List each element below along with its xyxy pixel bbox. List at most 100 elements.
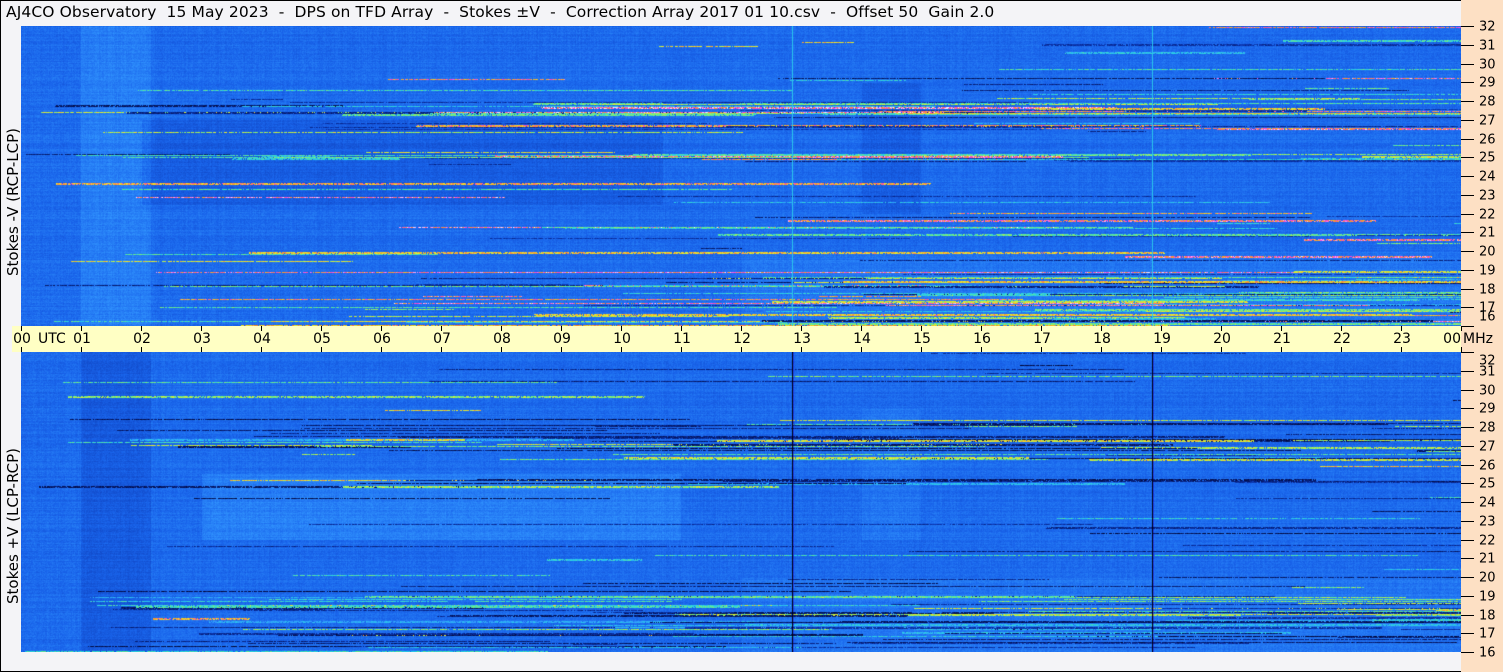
time-tick (441, 326, 442, 331)
time-tick (1341, 326, 1342, 331)
frequency-tick (1461, 214, 1474, 215)
frequency-tick-label: 22 (1479, 533, 1496, 548)
time-tick-label: 02 (133, 331, 151, 347)
frequency-tick-label: 27 (1479, 439, 1496, 455)
frequency-tick-label: 26 (1479, 458, 1496, 473)
time-tick-label: 09 (553, 331, 571, 347)
frequency-tick (1461, 251, 1474, 252)
frequency-tick (1461, 195, 1474, 196)
time-tick-label: 16 (973, 331, 991, 347)
frequency-tick (1461, 615, 1474, 616)
time-tick (141, 326, 142, 331)
frequency-tick (1461, 26, 1474, 27)
time-tick (1281, 347, 1282, 352)
time-unit-label: UTC (38, 331, 66, 347)
frequency-tick (1461, 427, 1474, 428)
time-tick (1221, 347, 1222, 352)
frequency-tick (1461, 176, 1474, 177)
time-tick (681, 326, 682, 331)
frequency-tick-label: 18 (1479, 608, 1496, 623)
time-tick (81, 347, 82, 352)
frequency-tick-label: 27 (1479, 113, 1496, 129)
frequency-tick (1461, 577, 1474, 578)
time-tick (1221, 326, 1222, 331)
time-tick-label: 13 (793, 331, 811, 347)
time-tick (1041, 347, 1042, 352)
frequency-tick-label: 30 (1479, 57, 1496, 72)
time-tick (321, 326, 322, 331)
time-tick (1161, 347, 1162, 352)
frequency-tick (1461, 45, 1474, 46)
time-tick (741, 347, 742, 352)
frequency-tick-label: 24 (1479, 169, 1496, 185)
frequency-tick-label: 22 (1479, 207, 1496, 222)
frequency-tick (1461, 558, 1474, 559)
time-tick-label: 18 (1093, 331, 1111, 347)
time-tick-label: 11 (673, 331, 691, 347)
frequency-tick (1461, 289, 1474, 290)
frequency-unit-label: MHz (1463, 331, 1493, 347)
time-tick-label: 15 (913, 331, 931, 347)
panel-label-top: Stokes -V (RCP-LCP) (4, 128, 22, 276)
time-tick-label: 06 (373, 331, 391, 347)
chart-title: AJ4CO Observatory 15 May 2023 - DPS on T… (6, 3, 995, 21)
time-tick-label: 08 (493, 331, 511, 347)
frequency-tick (1461, 232, 1474, 233)
time-tick (261, 326, 262, 331)
time-tick (381, 326, 382, 331)
frequency-tick-label: 26 (1479, 132, 1496, 147)
frequency-tick (1461, 82, 1474, 83)
time-tick-label: 05 (313, 331, 331, 347)
frequency-tick-label: 32 (1479, 19, 1496, 35)
frequency-tick-label: 30 (1479, 383, 1496, 398)
frequency-tick-label: 16 (1479, 645, 1496, 661)
time-tick (141, 347, 142, 352)
time-tick (381, 347, 382, 352)
time-tick-label: 00 (13, 331, 31, 347)
frequency-tick-label: 25 (1479, 150, 1496, 166)
frequency-tick (1461, 101, 1474, 102)
time-tick-label: 00 (1443, 331, 1461, 347)
frequency-tick-label: 25 (1479, 476, 1496, 492)
frequency-tick-label: 28 (1479, 420, 1496, 436)
frequency-tick (1461, 633, 1474, 634)
time-tick (1401, 347, 1402, 352)
time-tick (21, 347, 22, 352)
frequency-tick (1461, 371, 1474, 372)
time-tick (681, 347, 682, 352)
frequency-tick (1461, 446, 1474, 447)
frequency-tick (1461, 139, 1474, 140)
frequency-tick-label: 29 (1479, 75, 1496, 91)
time-tick (1101, 347, 1102, 352)
frequency-tick (1461, 465, 1474, 466)
frequency-tick (1461, 326, 1474, 327)
frequency-axis-strip (1461, 0, 1503, 672)
frequency-tick-label: 21 (1479, 551, 1496, 567)
time-tick-label: 10 (613, 331, 631, 347)
frequency-tick (1461, 307, 1474, 308)
frequency-tick-label: 17 (1479, 300, 1496, 316)
time-tick (21, 326, 22, 331)
frequency-tick-label: 16 (1479, 309, 1496, 325)
time-tick (1041, 326, 1042, 331)
time-tick (261, 347, 262, 352)
time-tick (1461, 347, 1462, 352)
frequency-tick (1461, 270, 1474, 271)
time-tick (1161, 326, 1162, 331)
time-tick (981, 347, 982, 352)
frequency-tick-label: 17 (1479, 626, 1496, 642)
frequency-tick-label: 21 (1479, 225, 1496, 241)
time-tick (621, 347, 622, 352)
time-tick-label: 12 (733, 331, 751, 347)
time-tick (621, 326, 622, 331)
spectrogram-stokes-minus-v (21, 26, 1461, 326)
frequency-tick-label: 19 (1479, 589, 1496, 605)
frequency-tick-label: 23 (1479, 514, 1496, 530)
frequency-tick (1461, 540, 1474, 541)
frequency-tick-label: 23 (1479, 188, 1496, 204)
panel-label-bottom: Stokes +V (LCP-RCP) (4, 448, 22, 604)
frequency-tick-label: 31 (1479, 38, 1496, 54)
time-tick-label: 17 (1033, 331, 1051, 347)
spectrogram-stokes-plus-v (21, 352, 1461, 652)
time-tick (921, 347, 922, 352)
